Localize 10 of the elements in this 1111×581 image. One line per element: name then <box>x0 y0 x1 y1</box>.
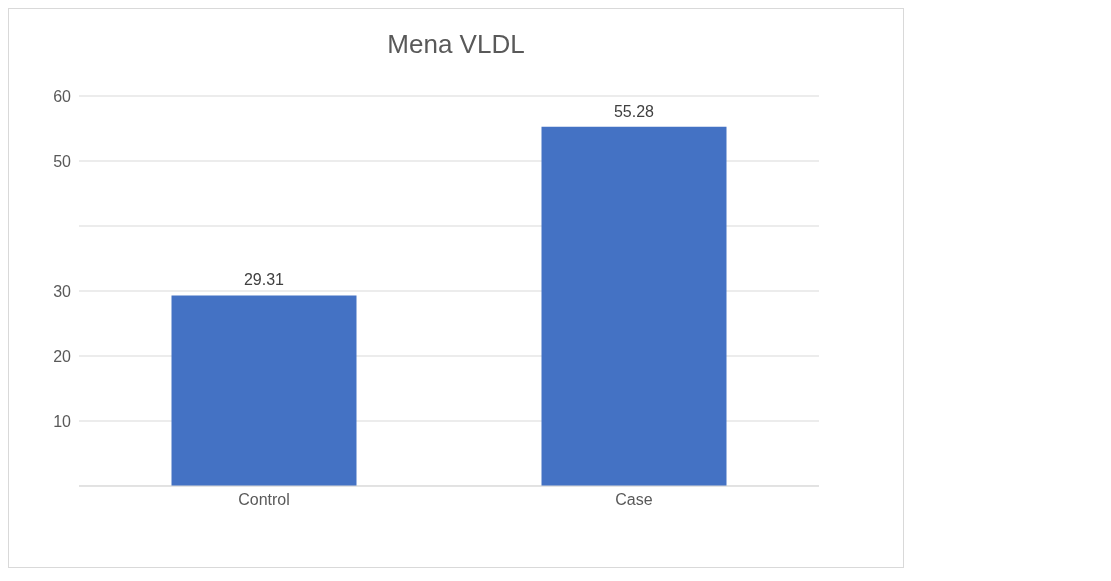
y-tick-label: 30 <box>53 282 72 300</box>
data-label: 55.28 <box>613 102 655 120</box>
x-tick-label: Case <box>615 491 653 509</box>
y-tick-label: 10 <box>53 412 72 430</box>
x-tick-label: Control <box>238 491 290 509</box>
y-tick-label: 60 <box>53 87 72 105</box>
y-tick-label: 20 <box>53 347 72 365</box>
data-label: 29.31 <box>243 271 285 289</box>
y-tick-label: 50 <box>53 152 72 170</box>
chart-title: Mena VLDL <box>386 29 526 60</box>
